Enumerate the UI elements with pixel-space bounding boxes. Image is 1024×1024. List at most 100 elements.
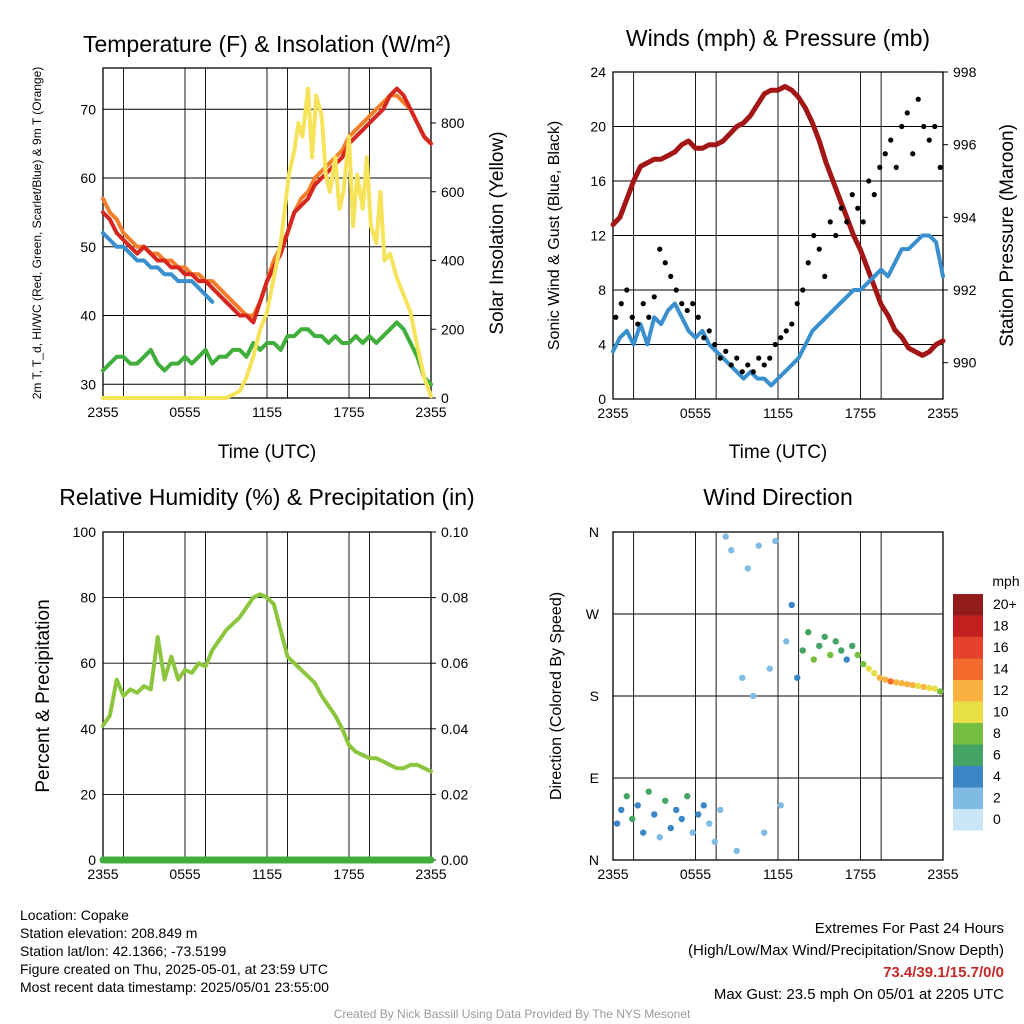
x-tick-label: 0555 [680, 866, 711, 882]
direction-point [640, 829, 647, 836]
y-tick-label: 12 [590, 228, 606, 244]
y-right-tick-label: 800 [441, 115, 465, 131]
series-line-td [101, 320, 433, 387]
panel-title: Wind Direction [703, 484, 853, 510]
gust-point [739, 369, 745, 375]
panel-1: Temperature (F) & Insolation (W/m²)2355 0… [30, 31, 508, 463]
direction-point [645, 788, 652, 795]
direction-point [805, 629, 812, 636]
station-info: Location: Copake Station elevation: 208.… [20, 906, 329, 996]
y-tick-label: 20 [590, 119, 606, 135]
direction-point [810, 656, 817, 663]
x-tick-label: 1155 [252, 866, 282, 882]
gust-point [805, 260, 811, 266]
direction-point [613, 820, 621, 827]
gust-point [640, 301, 646, 307]
direction-point [887, 678, 894, 685]
gust-point [893, 164, 899, 170]
x-tick-label: 1155 [763, 866, 793, 882]
legend-swatch [953, 723, 983, 745]
x-tick-label: 2355 [87, 404, 118, 420]
gust-point [827, 219, 833, 225]
direction-point [755, 542, 762, 549]
direction-point [832, 638, 839, 645]
series-line-t2m [101, 86, 433, 325]
gust-point [910, 151, 916, 157]
legend-swatch [953, 594, 983, 616]
direction-point [623, 793, 630, 800]
y-tick-label: 24 [590, 64, 606, 80]
direction-point [667, 824, 674, 832]
legend-swatch [953, 766, 983, 788]
gust-point [690, 301, 696, 307]
extremes-info: Extremes For Past 24 Hours (High/Low/Max… [688, 918, 1004, 1006]
panel-title: Relative Humidity (%) & Precipitation (i… [59, 484, 474, 510]
gust-point [849, 192, 855, 198]
legend-label: 2 [993, 790, 1001, 806]
direction-point [827, 651, 834, 659]
direction-point [695, 811, 702, 818]
y-right-tick-label: 600 [441, 184, 465, 200]
y-right-tick-label: 200 [441, 321, 465, 337]
gust-point [706, 328, 712, 334]
gust-point [684, 307, 690, 314]
direction-point [739, 674, 746, 681]
direction-point [733, 847, 740, 855]
gust-point [717, 355, 723, 361]
gust-point [904, 110, 910, 116]
direction-point [689, 829, 696, 836]
legend-swatch [953, 680, 983, 702]
legend-label: 18 [993, 618, 1009, 634]
gust-point [723, 348, 729, 354]
gust-point [668, 273, 674, 279]
location-text: Location: Copake [20, 907, 129, 923]
direction-point [915, 682, 922, 690]
legend-swatch [953, 658, 983, 680]
direction-point [673, 806, 680, 814]
extremes-title: Extremes For Past 24 Hours [814, 920, 1004, 937]
legend-label: 16 [993, 639, 1009, 655]
gust-point [635, 321, 641, 327]
y-tick-label: 40 [80, 721, 96, 737]
direction-point [843, 656, 850, 663]
gust-point [816, 246, 822, 252]
gust-point [921, 123, 927, 130]
y-tick-label: 70 [80, 101, 96, 117]
x-tick-label: 1155 [252, 404, 282, 420]
direction-point [926, 684, 933, 691]
y-right-tick-label: 0.10 [441, 524, 468, 540]
direction-point [618, 806, 625, 814]
gust-point [937, 164, 943, 170]
elevation-text: Station elevation: 208.849 m [20, 925, 198, 941]
max-gust-text: Max Gust: 23.5 mph On 05/01 at 2205 UTC [713, 986, 1004, 1003]
direction-point [651, 811, 658, 818]
series-line-solar [101, 86, 433, 400]
panel-2: Winds (mph) & Pressure (mb) 2355 0555 1155 1… [546, 25, 1018, 463]
gust-point [822, 273, 828, 279]
y-tick-label: N [589, 852, 599, 868]
direction-point [728, 547, 735, 554]
y-right-tick-label: 400 [441, 253, 465, 269]
gust-point [915, 96, 921, 102]
series-line-rh [101, 592, 433, 774]
y-right-tick-label: 992 [953, 282, 977, 298]
series-line-wind [611, 233, 945, 388]
gust-point [888, 137, 894, 143]
legend-swatch [953, 787, 983, 809]
extremes-subtitle: (High/Low/Max Wind/Precipitation/Snow De… [688, 942, 1004, 959]
gust-point [728, 362, 734, 368]
legend-swatch [953, 809, 983, 831]
direction-point [706, 820, 713, 827]
gust-point [651, 294, 657, 300]
y-axis-label: 2m T, T_d, HI/WC (Red, Green, Scarlet/Bl… [30, 67, 44, 400]
direction-point [821, 633, 828, 640]
legend-label: 6 [993, 747, 1001, 763]
gust-point [932, 123, 938, 130]
direction-point [629, 815, 636, 823]
gust-point [701, 335, 707, 341]
y-tick-label: S [590, 688, 599, 704]
gust-point [866, 178, 872, 184]
gust-point [673, 287, 679, 293]
y-axis-label: Direction (Colored By Speed) [548, 592, 565, 800]
direction-point [711, 838, 718, 845]
